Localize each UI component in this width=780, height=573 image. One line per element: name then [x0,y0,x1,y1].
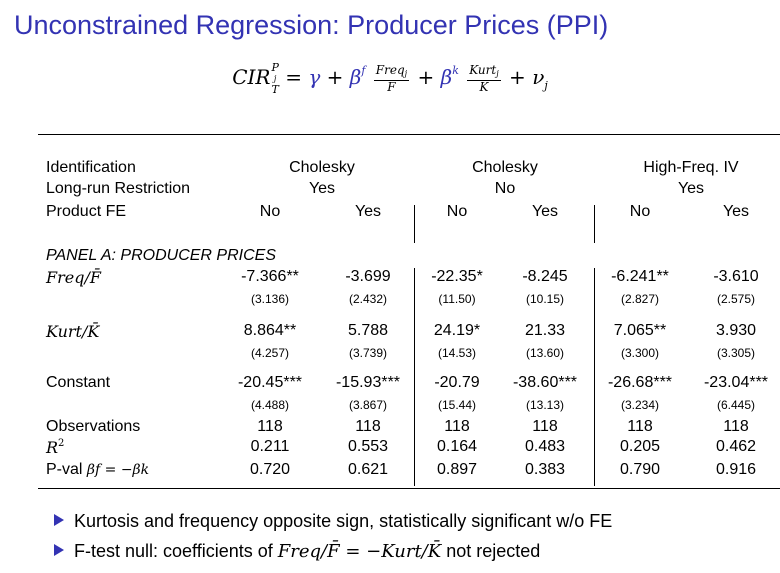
panel-label: PANEL A: PRODUCER PRICES [46,247,276,264]
observations-row-label: Observations [46,418,141,435]
kurt-coef-cell: 24.19* [433,322,481,339]
kurt-se-cell: (3.305) [716,346,756,360]
observations-value-cell: 118 [257,418,283,435]
constant-row-label: Constant [46,374,111,391]
observations-value-cell: 118 [355,418,381,435]
product-fe-value: Yes [354,203,382,220]
freq-se-cell: (11.50) [438,292,476,306]
group-header: Yes [308,180,336,197]
constant-se-cell: (3.867) [348,398,388,412]
kurt-se-cell: (13.60) [525,346,565,360]
observations-value-cell: 118 [723,418,749,435]
constant-coef-cell: -15.93*** [335,374,401,391]
kurt-coef-cell: 7.065** [613,322,667,339]
r2-value-cell: 0.462 [715,438,757,455]
constant-se-cell: (13.13) [525,398,565,412]
freq-coef-cell: -22.35* [431,268,483,285]
bullet-triangle-icon [54,514,64,526]
freq-coef-cell: -3.610 [713,268,759,285]
kurt-se-cell: (4.257) [250,346,290,360]
pval-value-cell: 0.916 [715,461,757,478]
kurt-se-cell: (14.53) [437,346,477,360]
kurt-coef-cell: 5.788 [347,322,389,339]
product-fe-label: Product FE [46,203,127,220]
bullet-item: F-test null: coefficients of Freq/F̄ = −… [54,541,540,562]
r2-value-cell: 0.483 [524,438,566,455]
constant-coef-cell: -23.04*** [703,374,769,391]
freq-se-cell: (2.575) [716,292,756,306]
freq-coef-cell: -7.366** [241,268,299,285]
bullet-item: Kurtosis and frequency opposite sign, st… [54,511,612,532]
table-bottom-rule [38,488,780,489]
r2-value-cell: 0.164 [436,438,478,455]
constant-se-cell: (4.488) [250,398,290,412]
freq-se-cell: (10.15) [525,292,565,306]
freq-coef-cell: -8.245 [522,268,568,285]
column-divider [414,205,415,243]
pval-value-cell: 0.621 [347,461,389,478]
column-divider [594,268,595,486]
pval-value-cell: 0.720 [249,461,291,478]
product-fe-value: Yes [531,203,559,220]
observations-value-cell: 118 [532,418,558,435]
constant-coef-cell: -20.45*** [237,374,303,391]
group-header: Yes [677,180,705,197]
constant-coef-cell: -38.60*** [512,374,578,391]
pval-value-cell: 0.897 [436,461,478,478]
kurt-coef-cell: 3.930 [715,322,757,339]
constant-se-cell: (15.44) [437,398,477,412]
group-header: High-Freq. IV [643,159,739,176]
column-divider [594,205,595,243]
group-header: No [494,180,516,197]
pval-value-cell: 0.790 [619,461,661,478]
slide-title: Unconstrained Regression: Producer Price… [14,10,609,40]
constant-se-cell: (3.234) [620,398,660,412]
kurt-row-label: Kurt/K̄ [46,322,100,341]
kurt-coef-cell: 8.864** [243,322,297,339]
kurt-coef-cell: 21.33 [524,322,566,339]
product-fe-value: No [629,203,651,220]
observations-value-cell: 118 [627,418,653,435]
freq-se-cell: (2.827) [620,292,660,306]
product-fe-value: No [259,203,281,220]
observations-value-cell: 118 [444,418,470,435]
kurt-se-cell: (3.300) [620,346,660,360]
freq-coef-cell: -3.699 [345,268,391,285]
group-header: Cholesky [472,159,538,176]
constant-coef-cell: -26.68*** [607,374,673,391]
group-header: Cholesky [289,159,355,176]
r2-row-label: R2 [46,438,65,457]
freq-se-cell: (2.432) [348,292,388,306]
product-fe-value: Yes [722,203,750,220]
table-top-rule [38,134,780,135]
r2-value-cell: 0.205 [619,438,661,455]
pval-value-cell: 0.383 [524,461,566,478]
freq-se-cell: (3.136) [250,292,290,306]
identification-label: Identification [46,159,136,176]
product-fe-value: No [446,203,468,220]
freq-row-label: Freq/F̄ [46,268,101,287]
pval-row-label: P-val βf = −βk [46,461,150,478]
kurt-se-cell: (3.739) [348,346,388,360]
constant-coef-cell: -20.79 [434,374,480,391]
long-run-label: Long-run Restriction [46,180,191,197]
r2-value-cell: 0.211 [250,438,290,455]
constant-se-cell: (6.445) [716,398,756,412]
column-divider [414,268,415,486]
bullet-triangle-icon [54,544,64,556]
freq-coef-cell: -6.241** [611,268,669,285]
r2-value-cell: 0.553 [347,438,389,455]
